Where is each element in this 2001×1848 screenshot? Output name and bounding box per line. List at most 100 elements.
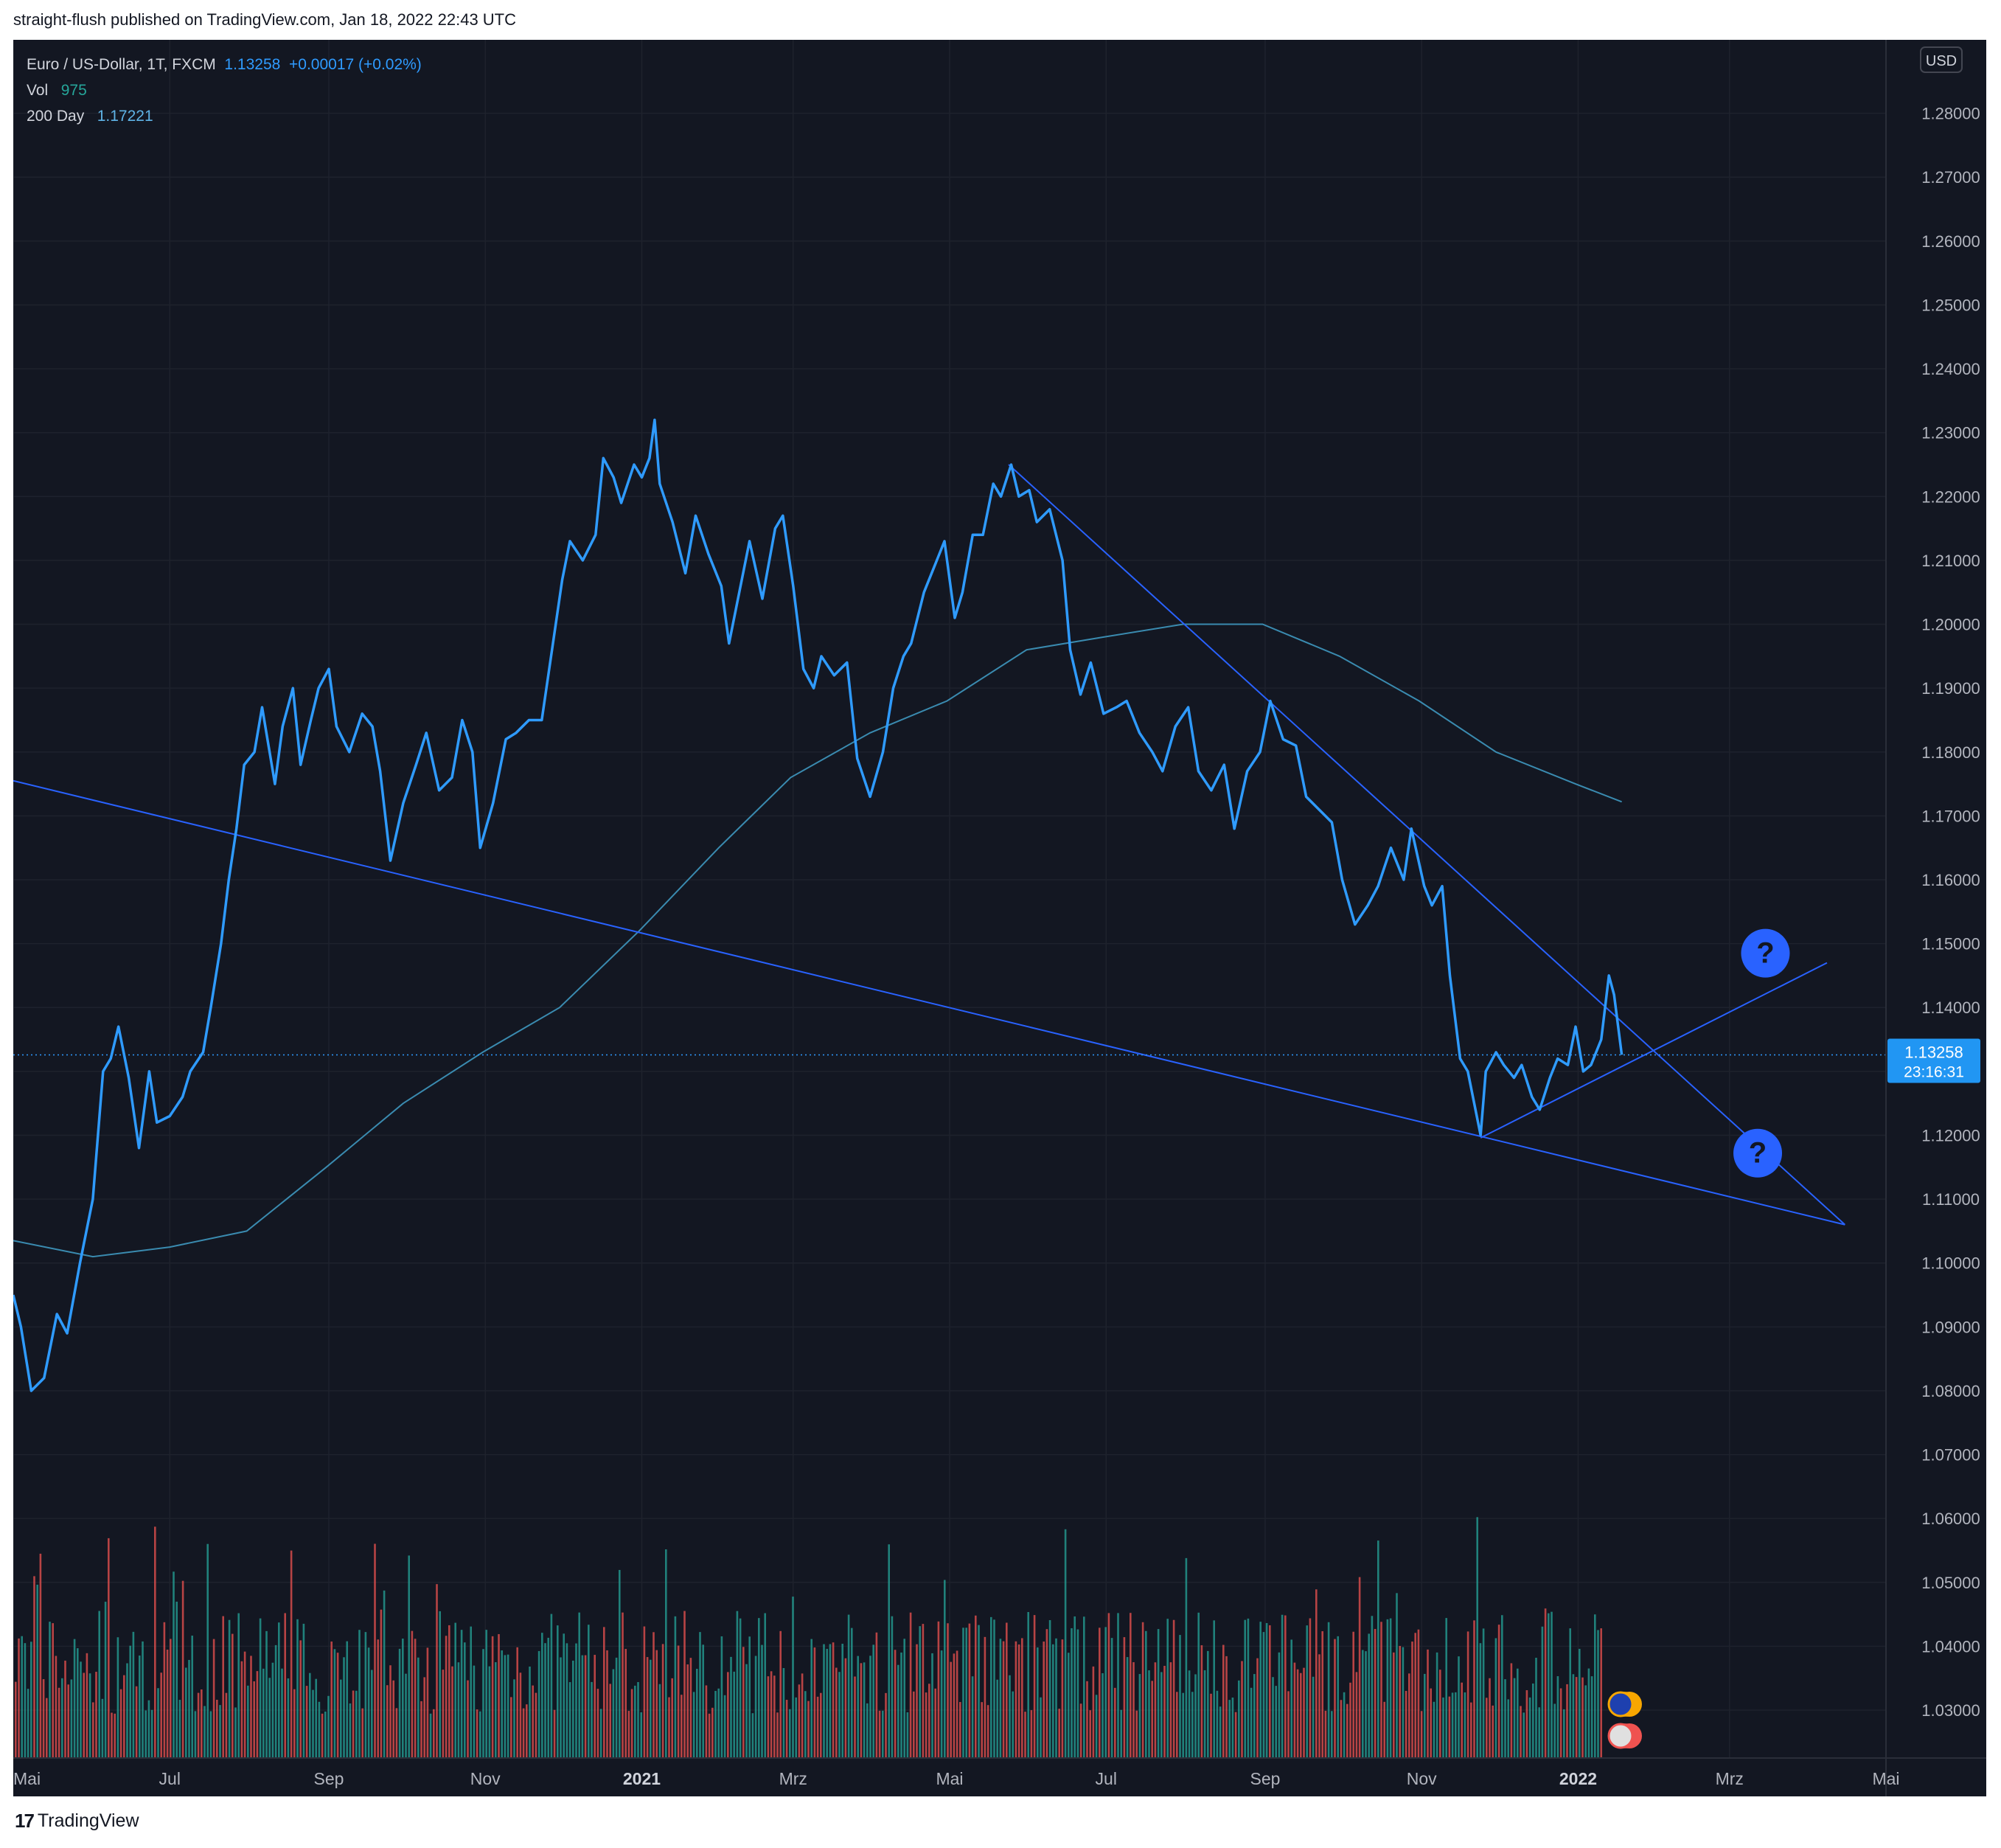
volume-bar [1386,1619,1389,1758]
legend-ma-row[interactable]: 200 Day 1.17221 [27,103,422,129]
volume-bar [1466,1631,1469,1758]
price-tick-label: 1.05000 [1921,1574,1980,1592]
volume-bar [1566,1684,1568,1758]
time-axis[interactable]: Mai Jul Sep Nov 2021 Mrz Mai Jul Sep Nov 2022 Mrz Ma… [13,1769,1900,1788]
volume-bar [327,1695,330,1758]
volume-bar [683,1611,686,1758]
question-icon-circle [1733,1128,1783,1178]
volume-bar [1399,1645,1401,1758]
volume-bar [454,1622,456,1758]
volume-bar [119,1689,122,1758]
volume-bar [442,1670,445,1758]
volume-bar [1352,1631,1354,1758]
volume-bar [566,1643,568,1758]
volume-bar [1451,1692,1454,1758]
time-tick-label: Nov [1407,1769,1437,1788]
question-icon[interactable]: ? [1741,928,1790,978]
volume-bar [116,1637,119,1758]
volume-bar [163,1622,166,1758]
volume-bar [1442,1697,1444,1758]
volume-bar [287,1678,290,1758]
volume-bar [429,1713,432,1758]
volume-bar [612,1669,615,1758]
volume-bar [460,1630,463,1758]
price-line[interactable] [13,418,1624,1392]
legend-volume-row[interactable]: Vol 975 [27,77,422,103]
volume-bar [568,1682,571,1758]
volume-bar [1303,1667,1305,1758]
volume-bar [699,1632,701,1758]
volume-bar [795,1697,797,1758]
volume-bar [993,1619,995,1758]
volume-bar [773,1675,776,1758]
volume-bar [1200,1645,1203,1758]
volume-bar [1377,1540,1379,1758]
volume-bar [243,1651,246,1758]
volume-bar [197,1692,200,1758]
volume-bar [284,1613,286,1758]
volume-bar [129,1645,131,1758]
volume-bar [417,1657,420,1758]
volume-bar [1176,1692,1178,1758]
volume-bar [619,1569,621,1758]
volume-bar [1520,1706,1522,1758]
volume-bar [782,1667,785,1758]
volume-bar [1265,1623,1268,1758]
currency-badge-frame [1920,46,1963,73]
volume-bar [1163,1665,1166,1758]
volume-bar [364,1632,367,1758]
volume-bar [49,1622,51,1758]
volume-bar [776,1712,779,1758]
volume-bar [727,1672,729,1758]
volume-bar [742,1647,745,1758]
volume-bar [333,1649,336,1758]
price-axis[interactable]: 1.28000 1.27000 1.26000 1.25000 1.24000 1.230… [1921,105,1980,1720]
volume-bar [863,1662,866,1758]
volume-bar [522,1708,525,1758]
volume-bar [1141,1622,1144,1758]
currency-badge[interactable]: USD [1920,46,1963,73]
volume-bar [1293,1662,1296,1758]
time-tick-label: Mrz [779,1769,807,1788]
volume-bar [1172,1619,1175,1758]
volume-bar [658,1684,661,1758]
volume-bar [959,1702,961,1758]
last-price-value: 1.13258 [1904,1043,1963,1062]
volume-bar [157,1688,159,1758]
volume-bar [1052,1644,1054,1758]
trend-line[interactable] [1008,464,1846,1226]
eu-flag-icon[interactable] [1607,1691,1642,1717]
economic-event-icons[interactable] [1607,1691,1642,1749]
volume-bar [591,1681,593,1758]
volume-bar [903,1639,905,1758]
volume-bar [624,1649,627,1758]
volume-bar [1306,1625,1308,1758]
volume-bar [92,1702,94,1758]
volume-bar [971,1676,974,1758]
trend-line[interactable] [1480,962,1828,1139]
trend-line[interactable] [13,779,1845,1226]
ma-200-line[interactable] [13,623,1622,1258]
volume-bar [1068,1653,1070,1758]
legend-symbol[interactable]: Euro / US-Dollar, 1T, FXCM [27,56,216,73]
volume-bar [470,1626,472,1758]
volume-bar [104,1602,107,1758]
price-chart[interactable]: ?? 1.280001.270001.260001.250001.240001.2… [13,40,1986,1796]
tradingview-logo[interactable]: 17 TradingView [15,1810,139,1833]
volume-bar [479,1711,481,1758]
volume-bar [847,1614,850,1758]
volume-bar [603,1627,605,1758]
volume-bar [1349,1682,1351,1758]
question-icon[interactable]: ? [1733,1128,1783,1178]
volume-bar [247,1685,249,1758]
volume-bar [21,1636,23,1758]
volume-bar [315,1678,317,1758]
volume-bar [513,1679,515,1758]
question-icon-circle [1741,928,1790,978]
volume-bar [526,1704,528,1758]
us-flag-icon[interactable] [1607,1723,1642,1749]
volume-bar [402,1639,404,1758]
chart-panel[interactable]: ?? 1.28000 1.27000 1.26000 1.25000 1.24000 1.2… [13,40,1986,1796]
legend-symbol-row[interactable]: Euro / US-Dollar, 1T, FXCM 1.13258 +0.00… [27,52,422,77]
volume-bar [73,1639,76,1758]
